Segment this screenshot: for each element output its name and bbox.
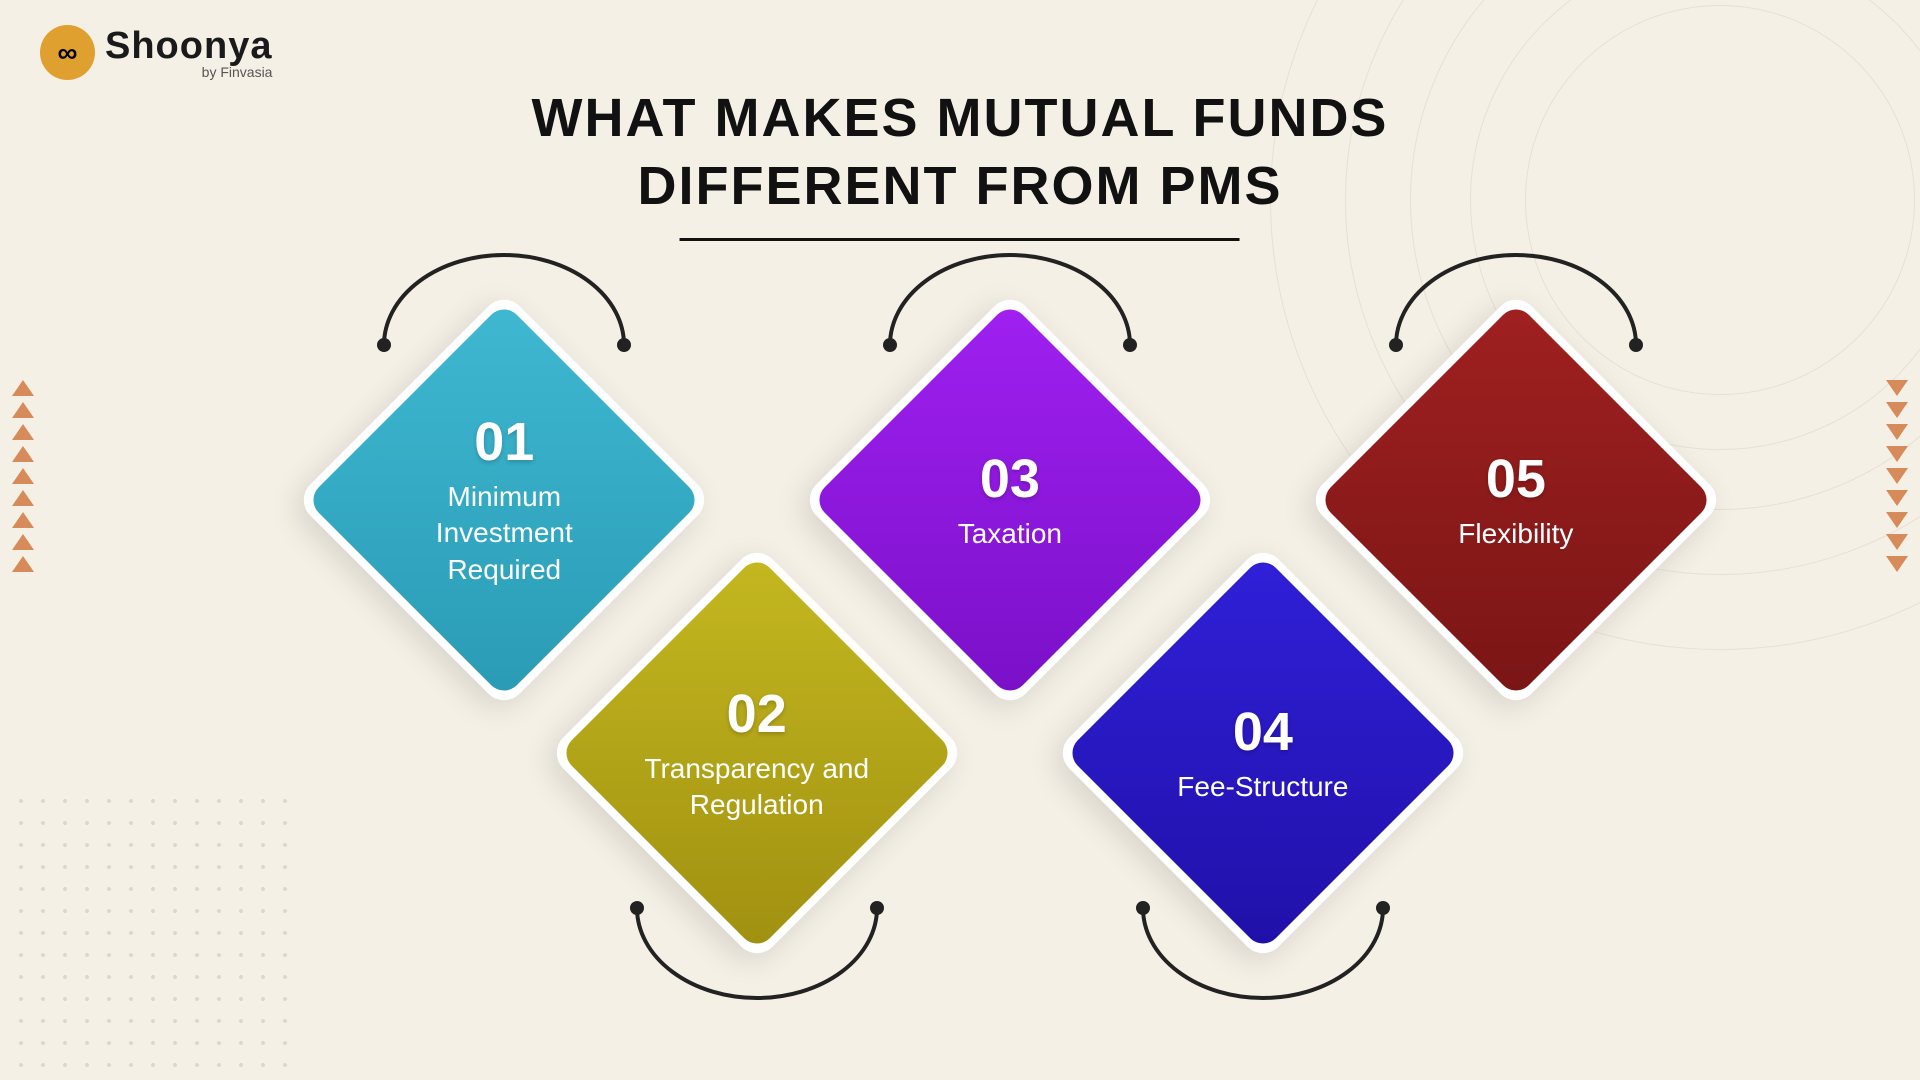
title-line-1: WHAT MAKES MUTUAL FUNDS [532, 88, 1389, 148]
background-dots [10, 790, 290, 1070]
item-number: 05 [1399, 448, 1633, 510]
diamond-shape: 05 Flexibility [1318, 302, 1714, 698]
infographic-item: 05 Flexibility [1376, 360, 1656, 640]
page-title: WHAT MAKES MUTUAL FUNDS DIFFERENT FROM P… [532, 85, 1389, 241]
item-label: Fee-Structure [1146, 769, 1380, 805]
infographic-stage: 01Minimum Investment Required 02Transpar… [260, 300, 1660, 1000]
infographic-item: 04 Fee-Structure [1123, 613, 1403, 893]
logo-text: Shoonya [105, 25, 272, 68]
infographic-item: 01Minimum Investment Required [364, 360, 644, 640]
brand-logo: ∞ Shoonya by Finvasia [40, 25, 272, 80]
side-triangles-right [1886, 380, 1908, 572]
side-triangles-left [12, 380, 34, 572]
item-number: 03 [893, 448, 1127, 510]
item-label: Transparency and Regulation [640, 751, 874, 824]
item-label: Flexibility [1399, 516, 1633, 552]
item-label: Taxation [893, 516, 1127, 552]
item-label: Minimum Investment Required [387, 479, 621, 588]
title-line-2: DIFFERENT FROM PMS [638, 156, 1283, 216]
title-underline [680, 238, 1240, 241]
item-number: 01 [387, 411, 621, 473]
infographic-item: 02Transparency and Regulation [617, 613, 897, 893]
infographic-item: 03 Taxation [870, 360, 1150, 640]
infinity-icon: ∞ [40, 25, 95, 80]
item-number: 02 [640, 683, 874, 745]
item-number: 04 [1146, 701, 1380, 763]
logo-subtext: by Finvasia [105, 64, 272, 80]
